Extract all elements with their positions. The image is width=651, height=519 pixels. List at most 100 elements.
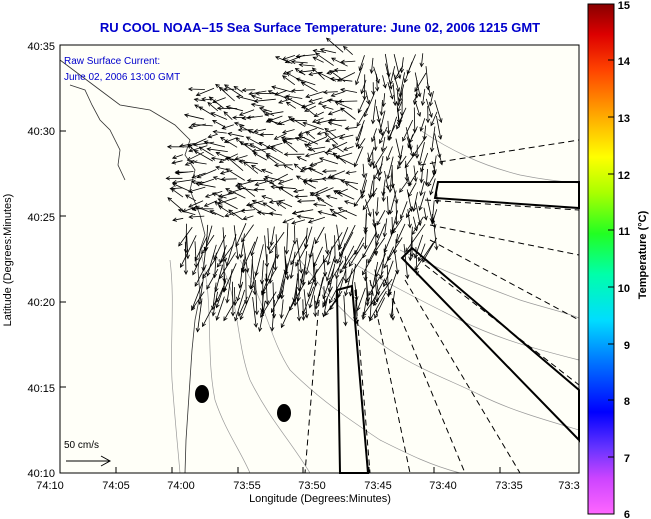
current-vector-head	[223, 111, 229, 116]
current-vector	[328, 119, 347, 122]
current-vector-head	[322, 301, 327, 306]
current-vector	[431, 126, 436, 152]
current-vector-head	[365, 297, 371, 303]
current-vector	[348, 242, 365, 267]
current-vector	[419, 191, 426, 211]
current-vector	[344, 200, 358, 206]
current-vector	[297, 200, 315, 202]
current-vector-head	[413, 177, 418, 183]
current-vector	[369, 290, 387, 322]
current-vector-head	[183, 270, 189, 275]
current-vector	[253, 152, 267, 161]
current-vector	[390, 290, 396, 318]
current-vector	[384, 171, 389, 189]
current-vector-head	[285, 94, 291, 99]
current-vector	[420, 165, 424, 183]
current-vector	[251, 165, 263, 173]
current-vector	[298, 127, 317, 135]
current-vector-head	[212, 99, 217, 104]
current-vector-head	[255, 91, 260, 96]
current-vector-head	[386, 156, 391, 162]
current-vector-head	[354, 250, 359, 256]
current-vector	[396, 90, 399, 106]
current-vector-head	[175, 170, 180, 176]
current-vector-head	[269, 179, 274, 184]
current-vector	[323, 286, 325, 306]
y-tick-label: 40:30	[27, 126, 55, 138]
current-vector	[312, 67, 325, 80]
current-vector	[362, 251, 376, 275]
current-vector	[341, 180, 359, 184]
current-vector-head	[193, 150, 199, 155]
current-vector	[226, 268, 233, 303]
current-vector	[286, 223, 289, 254]
current-vector	[269, 212, 283, 216]
current-vector	[320, 48, 337, 54]
current-vector-head	[215, 315, 220, 321]
current-vector-head	[344, 126, 350, 131]
current-vector	[324, 133, 339, 145]
current-vector	[284, 246, 287, 274]
current-vector	[389, 169, 393, 193]
current-vector	[237, 187, 258, 191]
current-vector	[328, 263, 336, 292]
current-vector	[420, 181, 425, 196]
current-vector-head	[251, 199, 257, 204]
current-vector-head	[386, 210, 391, 216]
current-vector-head	[419, 178, 424, 184]
current-vector-head	[304, 107, 309, 112]
current-vector-head	[304, 143, 309, 148]
current-vector	[262, 110, 275, 116]
current-vector	[307, 136, 327, 146]
current-vector	[194, 241, 197, 268]
current-vector	[180, 235, 197, 268]
current-vector-head	[362, 253, 367, 259]
current-vector	[283, 69, 294, 75]
current-vector-head	[260, 313, 265, 318]
current-vector-head	[365, 301, 370, 307]
current-vector	[343, 146, 354, 151]
current-vector-head	[171, 155, 177, 160]
current-vector	[226, 156, 244, 172]
current-vector-head	[280, 323, 285, 329]
current-vector-head	[321, 105, 327, 110]
current-vector	[332, 144, 344, 153]
current-vector-head	[206, 147, 212, 152]
current-vector-head	[345, 278, 350, 284]
current-vector	[305, 245, 314, 275]
current-vector-head	[233, 86, 239, 91]
current-vector-head	[380, 147, 386, 153]
current-vector	[264, 111, 284, 116]
current-vector	[212, 120, 226, 128]
current-vector-head	[253, 98, 259, 104]
current-vector-head	[295, 77, 301, 82]
current-vector	[201, 234, 215, 254]
current-vector	[219, 87, 235, 102]
current-vector-head	[365, 99, 371, 105]
current-vector-head	[273, 135, 279, 140]
current-vector	[188, 200, 204, 208]
current-vector	[359, 55, 365, 71]
current-vector	[277, 270, 286, 300]
x-tick-label: 74:10	[36, 480, 64, 492]
current-vector-head	[238, 159, 244, 164]
current-vector-head	[345, 170, 351, 175]
current-vector-head	[204, 193, 210, 198]
current-vector-head	[417, 221, 422, 227]
current-vector-head	[427, 182, 432, 187]
current-vector	[339, 134, 354, 139]
current-vector-head	[370, 161, 376, 166]
current-vector	[223, 111, 233, 120]
current-vector-head	[179, 143, 184, 148]
current-vector-head	[432, 223, 437, 229]
current-vector	[392, 183, 398, 204]
current-vector-head	[245, 136, 251, 141]
current-vector-head	[414, 154, 420, 159]
current-vector-head	[184, 161, 190, 166]
current-vector	[379, 110, 386, 133]
current-vector-head	[409, 252, 415, 258]
current-vector-head	[428, 101, 434, 107]
current-vector	[302, 299, 304, 321]
current-vector-head	[427, 92, 432, 98]
current-vector	[389, 66, 396, 85]
